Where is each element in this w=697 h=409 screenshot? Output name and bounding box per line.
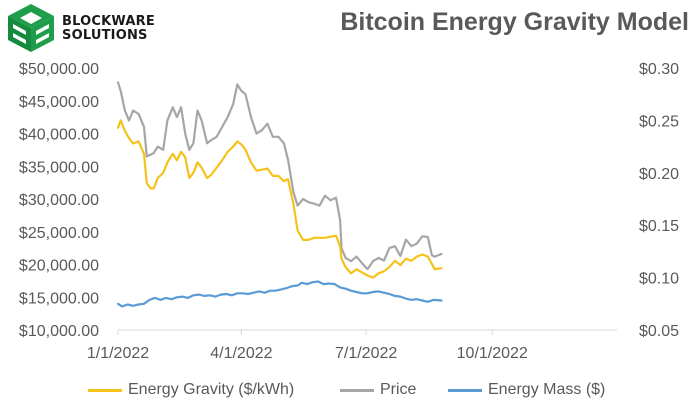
legend-label: Energy Mass ($) (488, 381, 606, 398)
legend-energy-mass: Energy Mass ($) (448, 376, 605, 404)
x-axis-tick-label: 4/1/2022 (210, 345, 272, 362)
x-axis-tick-label: 7/1/2022 (335, 345, 397, 362)
right-axis-tick-label: $0.05 (639, 323, 679, 340)
brand-name-line2: SOLUTIONS (62, 28, 148, 43)
right-axis-tick-label: $0.15 (639, 218, 679, 235)
left-axis-tick-label: $50,000.00 (19, 61, 99, 78)
legend-swatch (448, 388, 482, 392)
right-axis-tick-label: $0.25 (639, 113, 679, 130)
x-axis-tick-label: 10/1/2022 (457, 345, 528, 362)
energy-gravity-series-line (116, 119, 443, 279)
left-axis-tick-label: $10,000.00 (19, 323, 99, 340)
legend-swatch (340, 388, 374, 392)
x-axis-tick-label: 1/1/2022 (87, 345, 149, 362)
left-axis-tick-label: $20,000.00 (19, 258, 99, 275)
brand-name-line1: BLOCKWARE (62, 14, 155, 29)
legend-label: Energy Gravity ($/kWh) (128, 381, 295, 398)
energy-mass-series-line (116, 280, 443, 308)
logo-cube-icon (8, 4, 54, 52)
left-axis-tick-label: $40,000.00 (19, 127, 99, 144)
right-axis-tick-label: $0.10 (639, 271, 679, 288)
logo: BLOCKWARE SOLUTIONS (4, 2, 155, 54)
right-axis-tick-label: $0.20 (639, 166, 679, 183)
chart-title: Bitcoin Energy Gravity Model (340, 8, 689, 36)
chart-legend: Energy Gravity ($/kWh) Price Energy Mass (… (0, 376, 697, 404)
legend-swatch (88, 388, 122, 392)
legend-energy-gravity: Energy Gravity ($/kWh) (88, 376, 294, 404)
left-axis-tick-label: $25,000.00 (19, 225, 99, 242)
left-axis-tick-label: $45,000.00 (19, 94, 99, 111)
left-axis-tick-label: $15,000.00 (19, 290, 99, 307)
price-series-line (116, 81, 443, 271)
right-axis-tick-label: $0.30 (639, 61, 679, 78)
left-axis-tick-label: $35,000.00 (19, 159, 99, 176)
chart-plot: $10,000.00 $15,000.00 $20,000.00 $25,000.00… (19, 61, 679, 362)
legend-price: Price (340, 376, 416, 404)
legend-label: Price (380, 381, 417, 398)
left-axis-tick-label: $30,000.00 (19, 192, 99, 209)
